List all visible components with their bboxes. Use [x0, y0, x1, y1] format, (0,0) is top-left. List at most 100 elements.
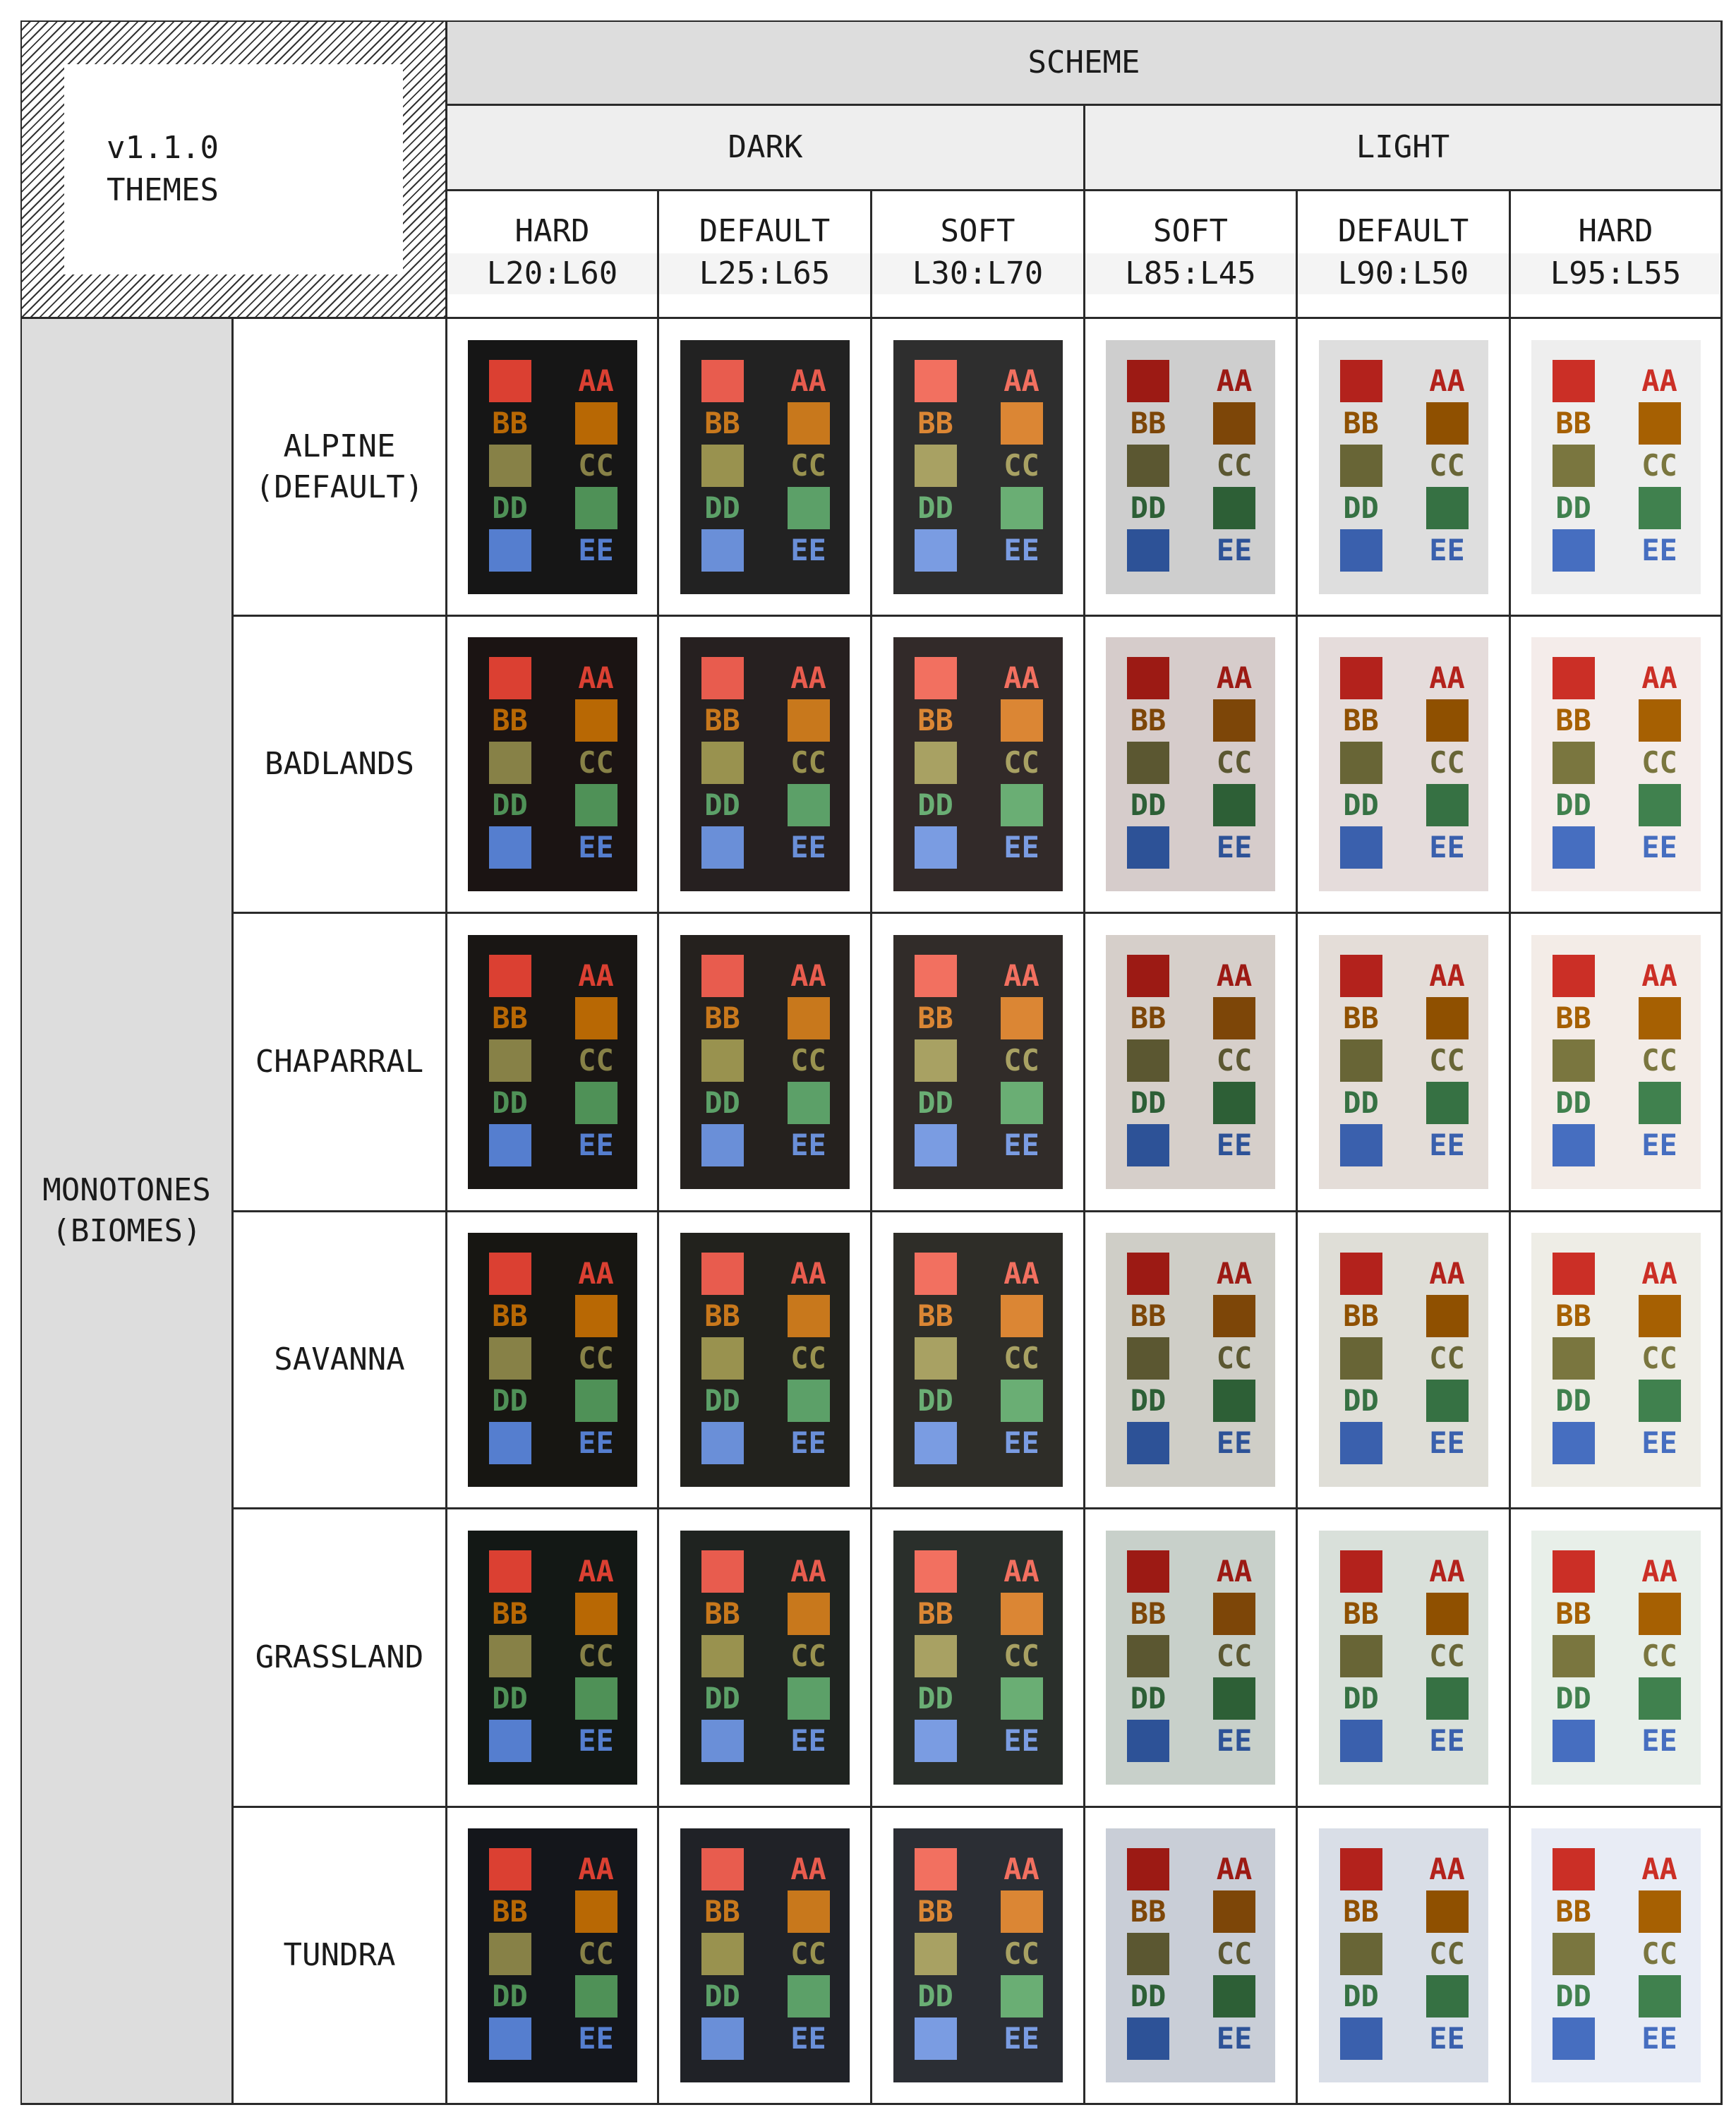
color-swatch	[1000, 1380, 1043, 1422]
swatch-label: EE	[1641, 1425, 1677, 1460]
color-swatch	[574, 1975, 617, 2018]
color-swatch	[1339, 1635, 1382, 1677]
color-swatch	[1552, 657, 1595, 699]
swatch-label: DD	[704, 1085, 740, 1120]
swatch-label: DD	[1555, 1085, 1591, 1120]
color-swatch	[1339, 1720, 1382, 1762]
theme-preview-panel: AA BB CC DD EE	[1531, 1531, 1701, 1785]
swatch-label: AA	[578, 1554, 614, 1588]
color-swatch	[1213, 699, 1255, 742]
color-swatch	[574, 1593, 617, 1635]
theme-cell: AA BB CC DD EE	[447, 1808, 659, 2105]
theme-cell: AA BB CC DD EE	[1298, 1808, 1511, 2105]
biome-name: ALPINE	[283, 428, 396, 464]
swatch-label: AA	[1641, 1554, 1677, 1588]
theme-preview-panel: AA BB CC DD EE	[1106, 637, 1275, 891]
swatch-label: DD	[917, 1085, 953, 1120]
swatch-label: BB	[492, 1894, 528, 1929]
color-swatch	[1000, 1295, 1043, 1337]
swatch-label: DD	[1130, 1085, 1167, 1120]
swatch-label: EE	[1003, 2021, 1039, 2056]
color-swatch	[1213, 402, 1255, 445]
color-swatch	[1000, 1677, 1043, 1720]
color-swatch	[488, 1848, 531, 1890]
theme-preview-panel: AA BB CC DD EE	[680, 935, 850, 1189]
swatch-label: EE	[1216, 2021, 1253, 2056]
swatch-label: AA	[1216, 1852, 1253, 1886]
theme-preview-panel: AA BB CC DD EE	[680, 637, 850, 891]
variant-header-1: DEFAULT L25:L65	[659, 191, 872, 319]
color-swatch	[787, 1082, 830, 1124]
swatch-label: AA	[1641, 958, 1677, 993]
color-swatch	[1552, 2018, 1595, 2060]
theme-table	[20, 20, 1723, 2105]
color-swatch	[1552, 1422, 1595, 1464]
swatch-label: CC	[1216, 1639, 1253, 1673]
theme-cell: AA BB CC DD EE	[1085, 319, 1298, 617]
color-swatch	[488, 2018, 531, 2060]
color-swatch	[1213, 784, 1255, 826]
swatch-label: BB	[1130, 1298, 1167, 1333]
variant-name: HARD	[514, 213, 590, 249]
color-swatch	[787, 486, 830, 529]
swatch-label: CC	[790, 447, 826, 483]
color-swatch	[914, 1933, 957, 1975]
color-swatch	[914, 1039, 957, 1082]
theme-cell: AA BB CC DD EE	[1511, 617, 1723, 914]
color-swatch	[1339, 1253, 1382, 1295]
swatch-label: CC	[1216, 1936, 1253, 1971]
theme-cell: AA BB CC DD EE	[872, 1808, 1085, 2105]
color-swatch	[1552, 1039, 1595, 1082]
theme-preview-panel: AA BB CC DD EE	[680, 339, 850, 594]
color-swatch	[787, 1975, 830, 2018]
color-swatch	[1425, 1890, 1469, 1933]
group-sub: (BIOMES)	[52, 1213, 202, 1249]
swatch-label: CC	[1641, 745, 1677, 780]
color-swatch	[1339, 1848, 1382, 1890]
theme-preview-panel: AA BB CC DD EE	[1106, 1233, 1275, 1487]
theme-cell: AA BB CC DD EE	[1298, 1212, 1511, 1509]
swatch-label: AA	[1429, 1256, 1465, 1291]
theme-preview-panel: AA BB CC DD EE	[467, 637, 637, 891]
swatch-label: CC	[1003, 1341, 1039, 1375]
variant-name: HARD	[1578, 213, 1653, 249]
swatch-label: AA	[1003, 1554, 1039, 1588]
color-swatch	[1638, 1295, 1681, 1337]
swatch-label: DD	[1343, 490, 1379, 525]
color-swatch	[914, 1635, 957, 1677]
color-swatch	[1339, 826, 1382, 869]
biome-label-alpine: ALPINE (DEFAULT)	[234, 319, 447, 617]
theme-cell: AA BB CC DD EE	[659, 1808, 872, 2105]
swatch-label: AA	[1003, 958, 1039, 993]
color-swatch	[701, 1848, 744, 1890]
color-swatch	[701, 1253, 744, 1295]
color-swatch	[787, 1380, 830, 1422]
color-swatch	[1127, 1720, 1169, 1762]
color-swatch	[1638, 784, 1681, 826]
color-swatch	[914, 1720, 957, 1762]
color-swatch	[1425, 1975, 1469, 2018]
theme-preview-panel: AA BB CC DD EE	[680, 1828, 850, 2082]
color-swatch	[1638, 699, 1681, 742]
swatch-label: EE	[578, 830, 614, 864]
swatch-label: AA	[1216, 1256, 1253, 1291]
theme-cell: AA BB CC DD EE	[659, 914, 872, 1212]
color-swatch	[701, 826, 744, 869]
swatch-label: CC	[1216, 1341, 1253, 1375]
swatch-label: AA	[1429, 661, 1465, 695]
swatch-label: DD	[1343, 1681, 1379, 1715]
color-swatch	[787, 997, 830, 1039]
swatch-label: EE	[1429, 1723, 1465, 1758]
swatch-label: EE	[790, 1425, 826, 1460]
theme-preview-panel: AA BB CC DD EE	[1531, 637, 1701, 891]
color-swatch	[787, 402, 830, 445]
swatch-label: AA	[578, 958, 614, 993]
color-swatch	[1552, 826, 1595, 869]
swatch-label: CC	[578, 447, 614, 483]
theme-preview-panel: AA BB CC DD EE	[467, 1233, 637, 1487]
swatch-label: EE	[790, 830, 826, 864]
swatch-label: EE	[1216, 830, 1253, 864]
swatch-label: CC	[1216, 447, 1253, 483]
color-swatch	[1552, 1124, 1595, 1166]
swatch-label: DD	[917, 788, 953, 822]
